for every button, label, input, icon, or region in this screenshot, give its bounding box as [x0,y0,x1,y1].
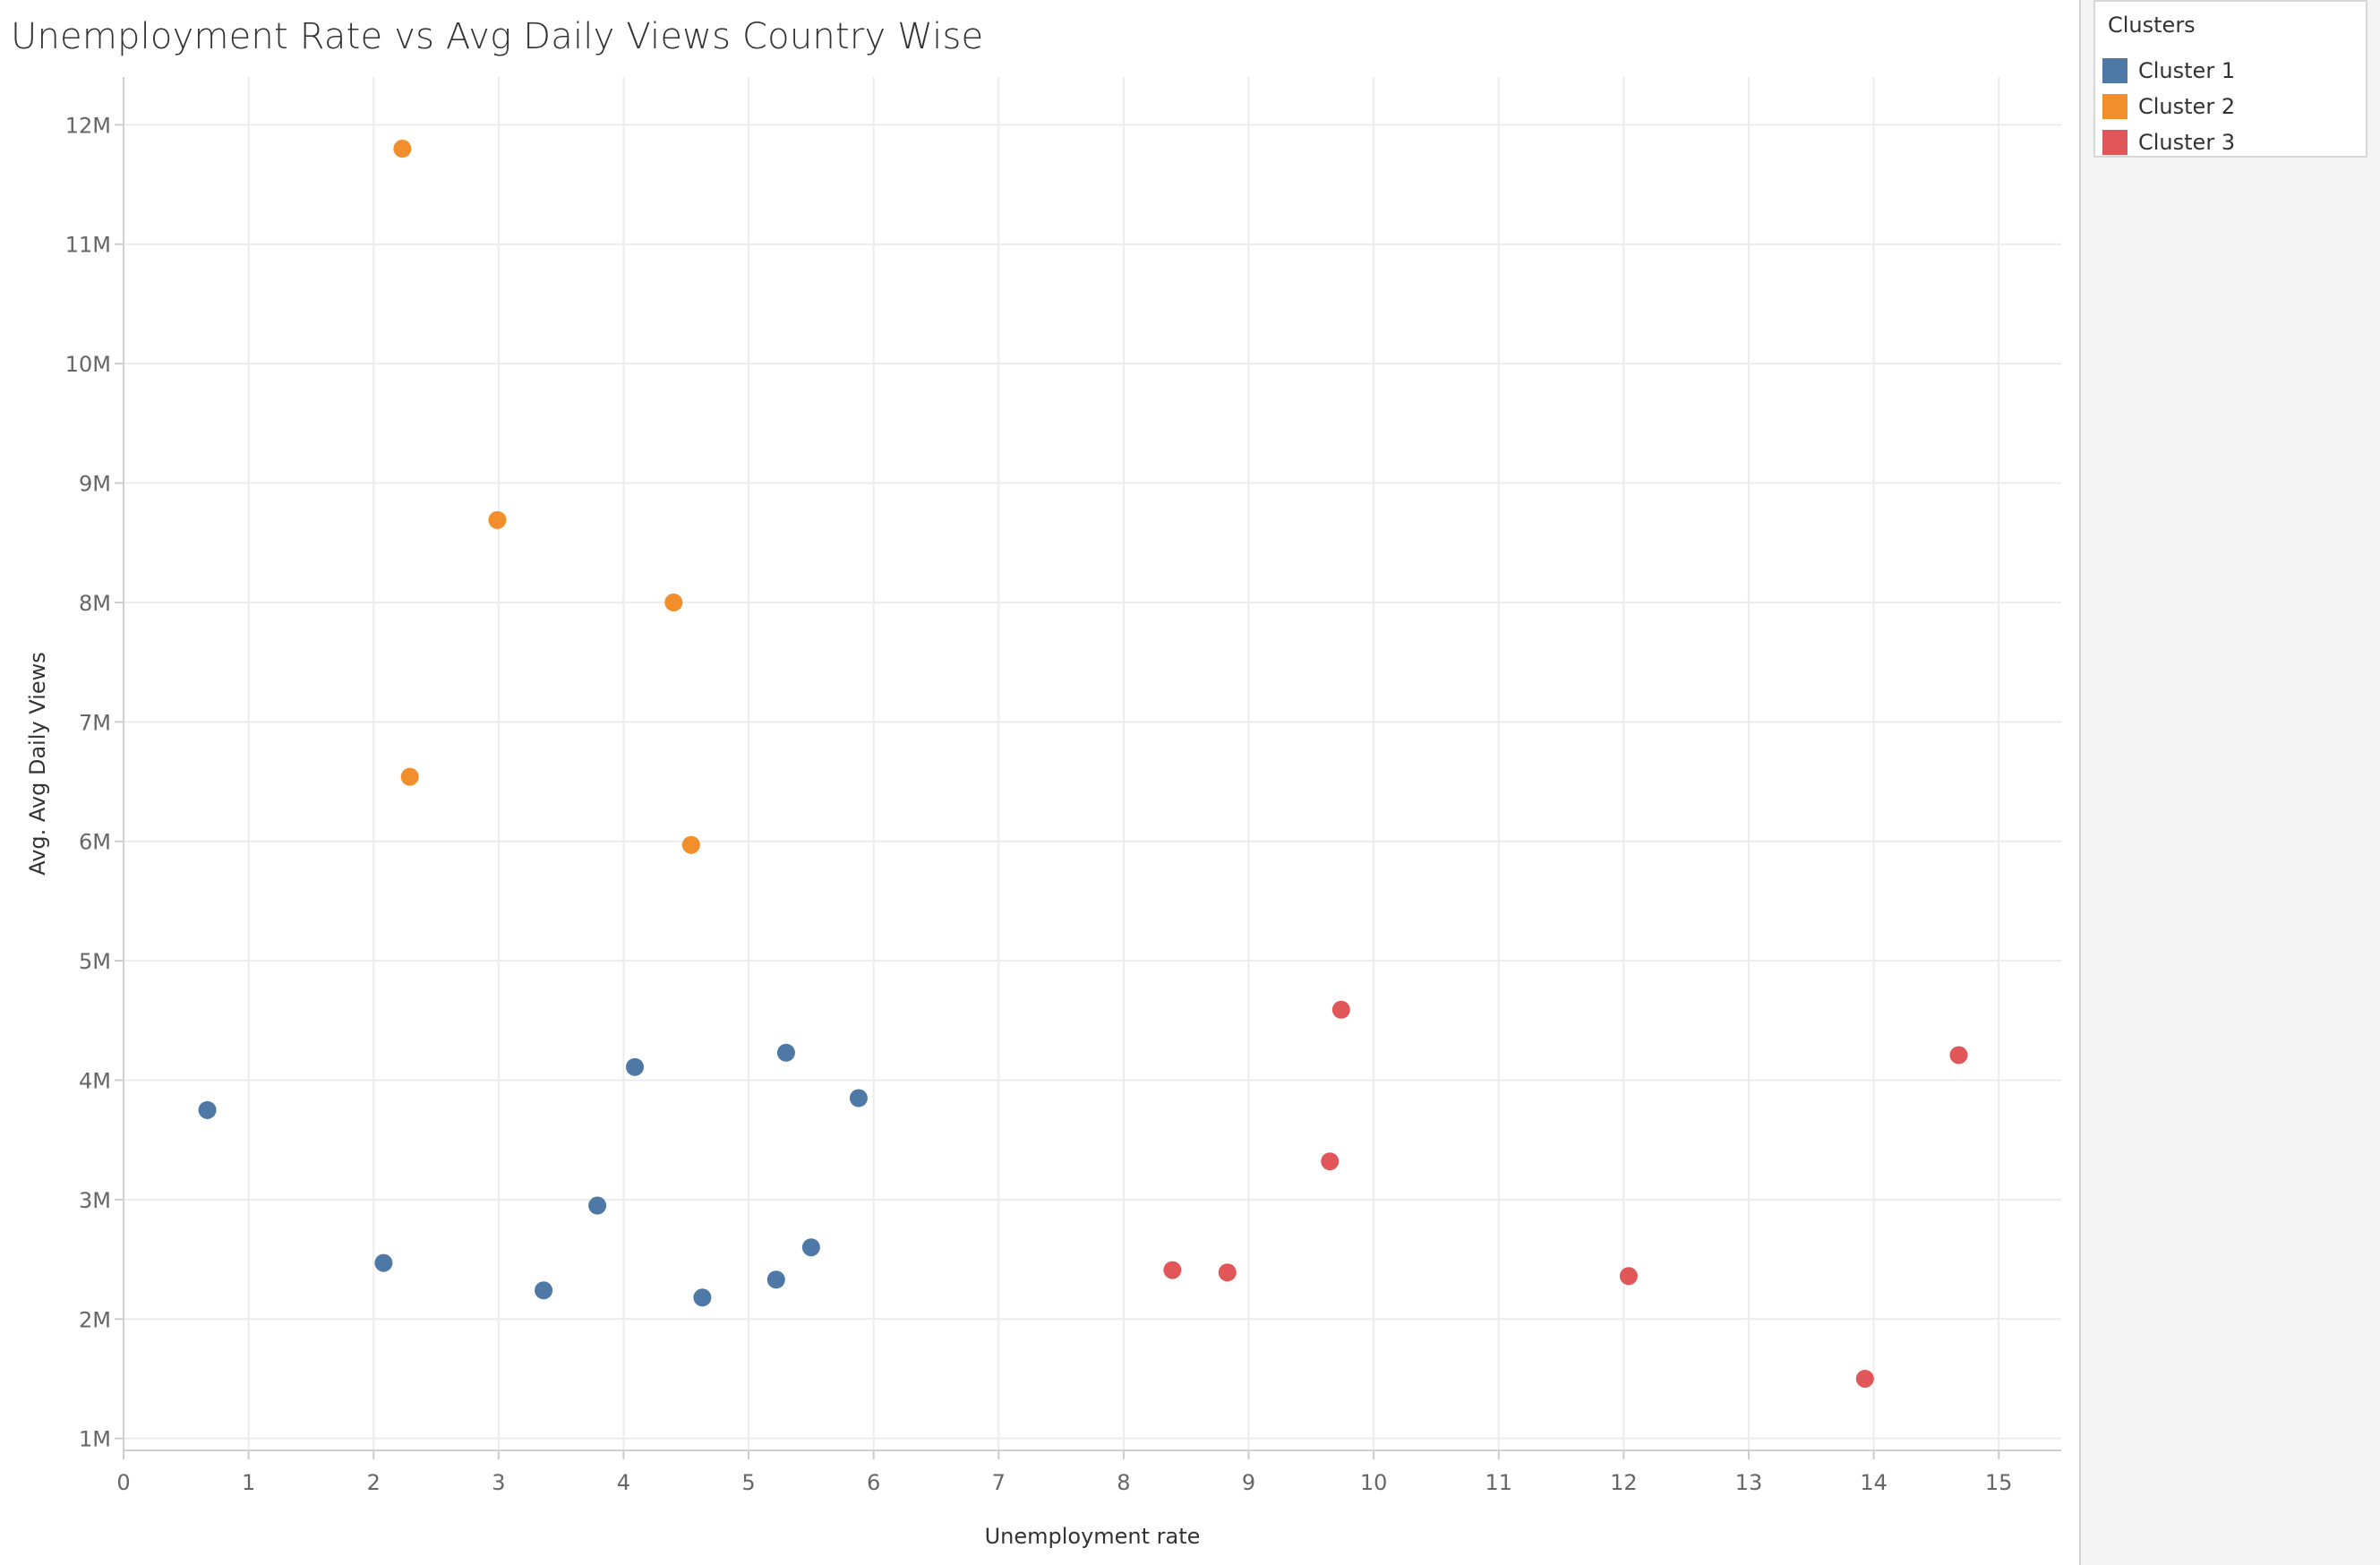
y-tick-label: 3M [79,1188,111,1213]
axes [115,77,2061,1459]
x-tick-label: 2 [367,1470,381,1495]
legend-title: Clusters [2108,13,2196,38]
data-point-cluster-2[interactable] [488,510,507,529]
x-tick-label: 13 [1735,1470,1763,1495]
data-point-cluster-3[interactable] [1163,1261,1182,1279]
y-tick-label: 10M [65,352,111,377]
legend-label-cluster-3: Cluster 3 [2138,130,2236,155]
y-tick-label: 2M [79,1307,111,1332]
grid-lines [124,77,2061,1450]
data-point-cluster-3[interactable] [1855,1369,1874,1388]
side-panel [2079,0,2380,1565]
y-tick-label: 9M [79,472,111,497]
data-point-cluster-3[interactable] [1321,1152,1340,1171]
legend-swatch-cluster-3 [2102,130,2127,155]
data-point-cluster-3[interactable] [1619,1267,1638,1286]
data-point-cluster-3[interactable] [1949,1046,1968,1065]
data-point-cluster-2[interactable] [400,767,419,786]
data-point-cluster-3[interactable] [1218,1263,1237,1282]
data-point-cluster-1[interactable] [535,1281,553,1300]
x-tick-label: 4 [617,1470,630,1495]
data-point-cluster-1[interactable] [693,1288,712,1307]
legend[interactable]: Clusters Cluster 1 Cluster 2 Cluster 3 [2093,0,2367,158]
legend-swatch-cluster-1 [2102,58,2127,83]
x-tick-label: 7 [992,1470,1006,1495]
y-tick-label: 11M [65,233,111,258]
legend-swatch-cluster-2 [2102,94,2127,119]
data-point-cluster-1[interactable] [374,1253,393,1272]
x-tick-label: 9 [1242,1470,1255,1495]
legend-label-cluster-2: Cluster 2 [2138,94,2236,119]
x-tick-label: 15 [1985,1470,2013,1495]
data-points[interactable] [198,140,1968,1388]
chart-title: Unemployment Rate vs Avg Daily Views Cou… [11,16,984,57]
x-tick-label: 6 [867,1470,880,1495]
x-tick-label: 5 [741,1470,755,1495]
data-point-cluster-3[interactable] [1331,1000,1350,1019]
data-point-cluster-2[interactable] [393,140,412,158]
y-tick-label: 6M [79,830,111,855]
x-tick-label: 14 [1860,1470,1888,1495]
y-tick-label: 8M [79,591,111,616]
x-tick-label: 12 [1610,1470,1638,1495]
scatter-chart[interactable]: 0 1 2 3 4 5 6 7 8 9 10 11 12 13 14 151M2M3M4M5M6M7M8M9M… [0,0,2077,1565]
data-point-cluster-1[interactable] [626,1057,645,1076]
legend-item-cluster-2[interactable]: Cluster 2 [2102,91,2235,122]
data-point-cluster-1[interactable] [198,1100,217,1119]
x-tick-label: 3 [492,1470,505,1495]
y-tick-label: 5M [79,949,111,974]
data-point-cluster-1[interactable] [849,1089,868,1107]
data-point-cluster-1[interactable] [588,1196,607,1215]
data-point-cluster-2[interactable] [681,835,700,854]
x-tick-label: 1 [242,1470,255,1495]
legend-label-cluster-1: Cluster 1 [2138,58,2236,83]
x-axis-title: Unemployment rate [985,1524,1201,1549]
y-tick-label: 4M [79,1068,111,1093]
x-tick-label: 10 [1360,1470,1388,1495]
data-point-cluster-2[interactable] [664,593,683,611]
legend-item-cluster-3[interactable]: Cluster 3 [2102,127,2235,158]
x-tick-label: 0 [116,1470,130,1495]
y-tick-label: 1M [79,1427,111,1452]
y-tick-label: 12M [65,113,111,138]
data-point-cluster-1[interactable] [776,1043,795,1062]
tick-labels: 0 1 2 3 4 5 6 7 8 9 10 11 12 13 14 151M2M3M4M5M6M7M8M9M… [65,113,2013,1495]
data-point-cluster-1[interactable] [766,1270,785,1289]
x-tick-label: 11 [1485,1470,1512,1495]
data-point-cluster-1[interactable] [801,1238,820,1257]
y-axis-title: Avg. Avg Daily Views [25,652,50,876]
x-tick-label: 8 [1117,1470,1130,1495]
legend-item-cluster-1[interactable]: Cluster 1 [2102,56,2235,86]
y-tick-label: 7M [79,710,111,735]
